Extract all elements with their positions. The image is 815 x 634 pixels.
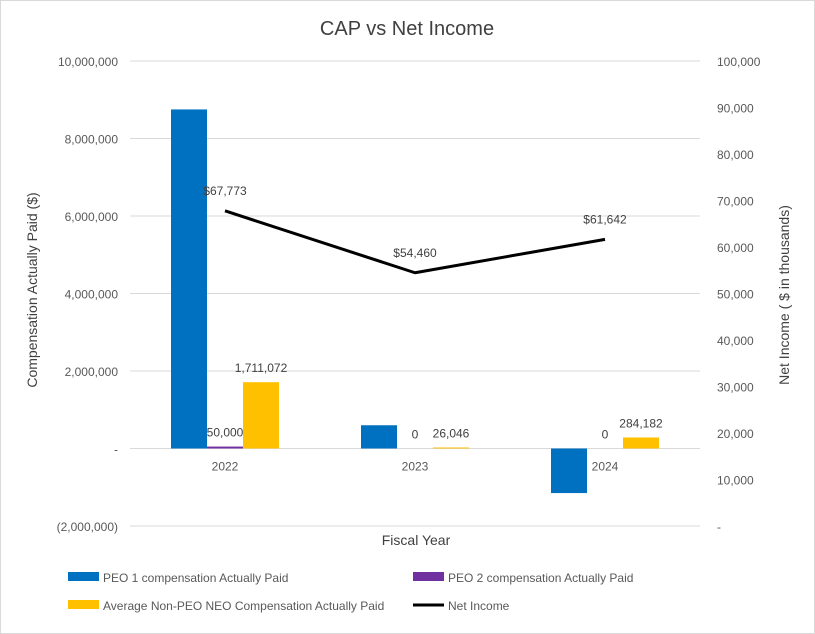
legend-label-peo-2-compensation-actually-paid: PEO 2 compensation Actually Paid [448, 571, 633, 585]
net-income-line [224, 209, 606, 275]
left-tick-label: - [114, 443, 118, 457]
left-tick-label: (2,000,000) [57, 520, 118, 534]
bar-peo-1-compensation-actually-paid-2022 [171, 109, 207, 449]
right-tick-label: 10,000 [717, 474, 754, 488]
right-tick-label: 30,000 [717, 381, 754, 395]
gridlines [130, 60, 700, 527]
right-tick-label: 40,000 [717, 334, 754, 348]
bar-average-non-peo-neo-compensation-actually-paid-2023 [433, 447, 469, 449]
category-labels: 2022 2023 2024 [212, 460, 619, 474]
bars [171, 109, 659, 494]
bar-data-label: 50,000 [207, 426, 244, 440]
bar-peo-1-compensation-actually-paid-2023 [361, 425, 397, 449]
data-labels: 50,000 0 0 1,711,072 26,046 284,182 $67,773 $54… [203, 184, 663, 442]
left-axis-ticks: (2,000,000) - 2,000,000 4,000,000 6,000,000 8… [57, 55, 119, 534]
bar-data-label: 0 [412, 428, 419, 442]
right-tick-label: 100,000 [717, 55, 761, 69]
left-tick-label: 4,000,000 [65, 288, 119, 302]
bar-peo-1-compensation-actually-paid-2024 [551, 448, 587, 494]
bar-data-label: 0 [602, 428, 609, 442]
x-axis-title: Fiscal Year [382, 532, 451, 548]
left-tick-label: 10,000,000 [58, 55, 118, 69]
legend-swatch-average-non-peo-neo-compensation-actually-paid [68, 600, 99, 609]
legend-swatch-peo-2-compensation-actually-paid [413, 572, 444, 581]
net-income-data-label: $61,642 [583, 212, 627, 226]
right-axis-title: Net Income ( $ in thousands) [776, 205, 792, 385]
category-label: 2022 [212, 460, 239, 474]
left-tick-label: 2,000,000 [65, 365, 119, 379]
left-tick-label: 6,000,000 [65, 210, 119, 224]
right-axis-ticks: - 10,000 20,000 30,000 40,000 50,000 60,000 70,… [717, 55, 761, 534]
right-tick-label: 90,000 [717, 102, 754, 116]
net-income-line-layer [224, 209, 606, 275]
right-tick-label: 20,000 [717, 427, 754, 441]
legend-swatch-peo-1-compensation-actually-paid [68, 572, 99, 581]
bar-average-non-peo-neo-compensation-actually-paid-2022 [243, 382, 279, 449]
net-income-data-label: $54,460 [393, 246, 437, 260]
legend-label-net-income: Net Income [448, 599, 510, 613]
category-label: 2023 [402, 460, 429, 474]
bar-average-non-peo-neo-compensation-actually-paid-2024 [623, 437, 659, 449]
net-income-data-label: $67,773 [203, 184, 247, 198]
bar-data-label: 1,711,072 [235, 361, 288, 375]
right-tick-label: 50,000 [717, 288, 754, 302]
bar-data-label: 26,046 [433, 426, 470, 440]
category-label: 2024 [592, 460, 619, 474]
right-tick-label: 80,000 [717, 148, 754, 162]
right-tick-label: - [717, 520, 721, 534]
chart-title: CAP vs Net Income [320, 18, 494, 40]
legend: PEO 1 compensation Actually Paid PEO 2 co… [68, 571, 633, 613]
legend-label-peo-1-compensation-actually-paid: PEO 1 compensation Actually Paid [103, 571, 288, 585]
bar-data-label: 284,182 [619, 416, 663, 430]
left-axis-title: Compensation Actually Paid ($) [24, 192, 40, 387]
left-tick-label: 8,000,000 [65, 133, 119, 147]
right-tick-label: 70,000 [717, 195, 754, 209]
bar-peo-2-compensation-actually-paid-2022 [207, 446, 243, 449]
legend-label-average-non-peo-neo-compensation-actually-paid: Average Non-PEO NEO Compensation Actuall… [103, 599, 384, 613]
right-tick-label: 60,000 [717, 241, 754, 255]
